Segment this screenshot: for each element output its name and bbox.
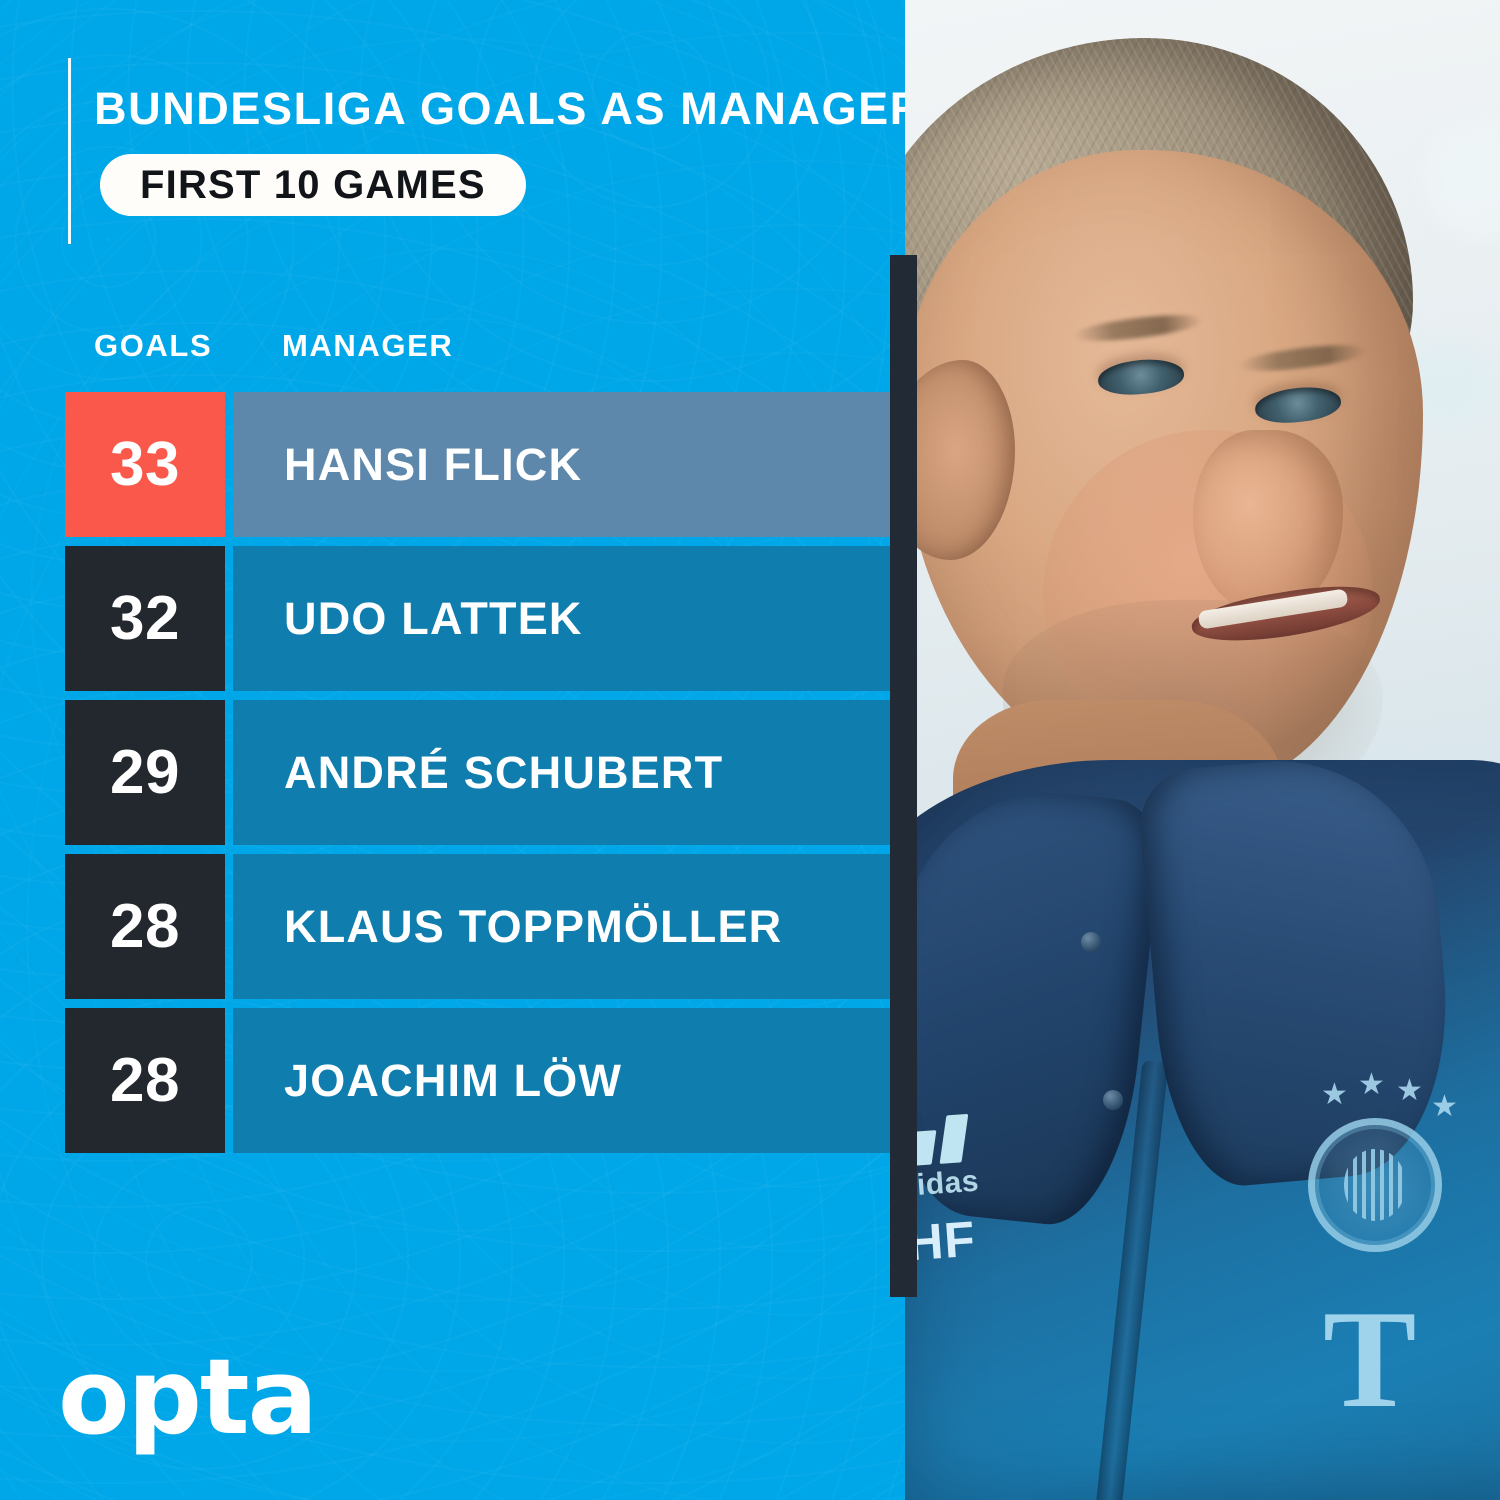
- subtitle-badge-label: FIRST 10 GAMES: [140, 162, 486, 207]
- goals-value-box: 32: [65, 546, 225, 691]
- jacket-collar-right: [1135, 748, 1461, 1192]
- table-row: 28 KLAUS TOPPMÖLLER: [0, 854, 905, 999]
- page-title: BUNDESLIGA GOALS AS MANAGER: [94, 83, 905, 134]
- vertical-divider: [890, 255, 917, 1297]
- table-row: 32 UDO LATTEK: [0, 546, 905, 691]
- table-row: 28 JOACHIM LÖW: [0, 1008, 905, 1153]
- manager-name: HANSI FLICK: [284, 438, 583, 490]
- column-header-goals: GOALS: [94, 328, 213, 363]
- jacket-snap: [1081, 932, 1101, 952]
- goals-value: 29: [110, 738, 180, 807]
- manager-photo: adidas HF ★ ★ ★ ★ T: [893, 0, 1500, 1500]
- manager-name-bar: UDO LATTEK: [233, 546, 890, 691]
- manager-name: JOACHIM LÖW: [284, 1054, 623, 1106]
- goals-value-box: 28: [65, 854, 225, 999]
- title-accent-line: [68, 58, 71, 244]
- manager-name: ANDRÉ SCHUBERT: [284, 746, 724, 798]
- goals-value: 33: [110, 430, 180, 499]
- crest-star-icon: ★: [1431, 1090, 1458, 1123]
- goals-value: 32: [110, 584, 180, 653]
- nose: [1193, 430, 1343, 615]
- manager-name: KLAUS TOPPMÖLLER: [284, 900, 783, 952]
- goals-value-box: 28: [65, 1008, 225, 1153]
- ranking-table: 33 HANSI FLICK 32 UDO LATTEK 29 ANDRÉ SCHUBER…: [0, 392, 905, 1162]
- content-panel: BUNDESLIGA GOALS AS MANAGER FIRST 10 GAM…: [0, 0, 905, 1500]
- crest-star-icon: ★: [1321, 1078, 1348, 1111]
- manager-name-bar: HANSI FLICK: [233, 392, 890, 537]
- goals-value: 28: [110, 1046, 180, 1115]
- manager-name-bar: ANDRÉ SCHUBERT: [233, 700, 890, 845]
- subtitle-badge: FIRST 10 GAMES: [100, 154, 526, 216]
- jacket-snap: [1103, 1090, 1123, 1110]
- column-header-manager: MANAGER: [282, 328, 454, 363]
- manager-name-bar: KLAUS TOPPMÖLLER: [233, 854, 890, 999]
- telekom-sponsor-icon: T: [1323, 1282, 1417, 1437]
- jacket: adidas HF ★ ★ ★ ★ T: [893, 748, 1500, 1500]
- manager-name: UDO LATTEK: [284, 592, 583, 644]
- fc-bayern-crest-icon: [1308, 1118, 1442, 1252]
- goals-value-box: 33: [65, 392, 225, 537]
- opta-logo: opta: [58, 1336, 318, 1458]
- goals-value: 28: [110, 892, 180, 961]
- table-row: 33 HANSI FLICK: [0, 392, 905, 537]
- goals-value-box: 29: [65, 700, 225, 845]
- crest-star-icon: ★: [1396, 1074, 1423, 1107]
- manager-name-bar: JOACHIM LÖW: [233, 1008, 890, 1153]
- crest-star-icon: ★: [1358, 1068, 1385, 1101]
- table-row: 29 ANDRÉ SCHUBERT: [0, 700, 905, 845]
